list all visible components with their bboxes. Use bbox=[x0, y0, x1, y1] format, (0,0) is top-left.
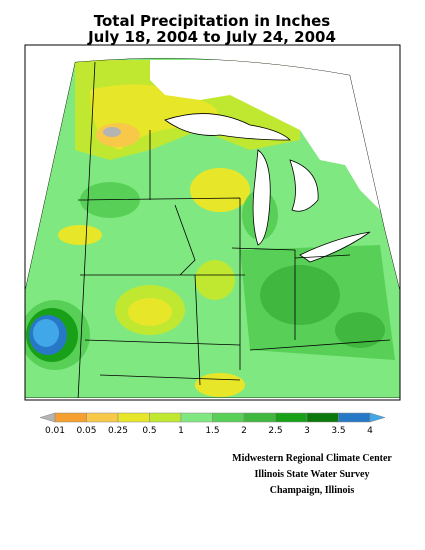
precip-map bbox=[25, 58, 400, 399]
legend-swatch bbox=[212, 412, 245, 423]
legend-swatch bbox=[149, 412, 182, 423]
legend-swatch bbox=[306, 412, 339, 423]
subtitle: July 18, 2004 to July 24, 2004 bbox=[87, 28, 336, 46]
legend-label: 1 bbox=[178, 426, 184, 436]
legend-label: 0.25 bbox=[108, 426, 128, 436]
legend-label: 3 bbox=[304, 426, 310, 436]
credit-line: Illinois State Water Survey bbox=[255, 469, 370, 480]
legend-label: 4 bbox=[367, 426, 373, 436]
legend-label: 1.5 bbox=[205, 426, 219, 436]
legend-swatch bbox=[338, 412, 371, 423]
legend-swatch bbox=[117, 412, 150, 423]
legend-label: 0.5 bbox=[142, 426, 156, 436]
map-frame bbox=[24, 44, 401, 401]
legend-swatch bbox=[54, 412, 87, 423]
legend-swatch bbox=[180, 412, 213, 423]
legend-arrow bbox=[369, 412, 386, 423]
legend-label: 2 bbox=[241, 426, 247, 436]
credit-line: Champaign, Illinois bbox=[270, 485, 355, 496]
legend-swatch bbox=[275, 412, 308, 423]
legend-label: 2.5 bbox=[268, 426, 282, 436]
legend: 0.01 0.05 0.25 0.5 1 1.5 2 2.5 3 3.5 4 bbox=[39, 412, 386, 436]
legend-label: 0.05 bbox=[76, 426, 96, 436]
legend-label: 0.01 bbox=[45, 426, 65, 436]
credit-line: Midwestern Regional Climate Center bbox=[232, 453, 392, 464]
legend-swatch bbox=[86, 412, 119, 423]
title: Total Precipitation in Inches bbox=[94, 12, 331, 30]
legend-label: 3.5 bbox=[331, 426, 345, 436]
legend-arrow bbox=[39, 412, 56, 423]
legend-swatch bbox=[243, 412, 276, 423]
